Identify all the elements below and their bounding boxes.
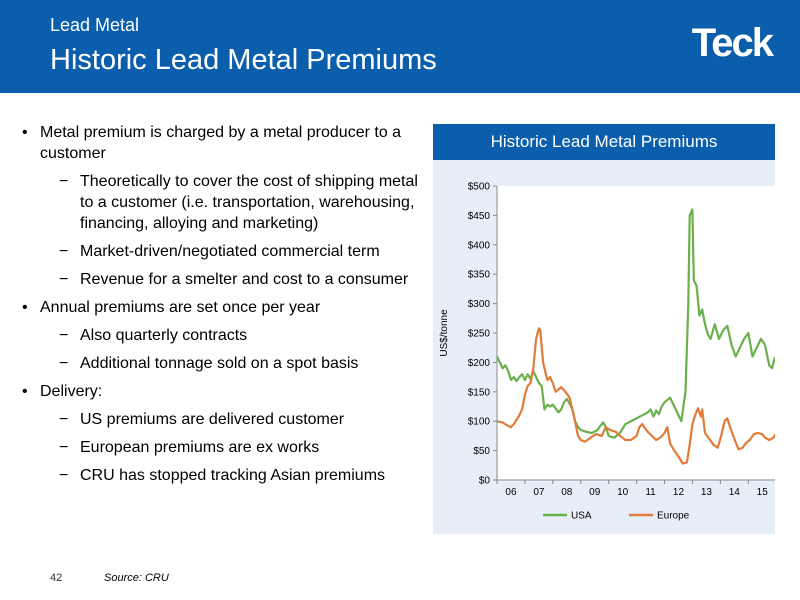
y-tick-label: $450 [468,211,491,222]
sub-bullet-item: Additional tonnage sold on a spot basis [22,353,422,374]
chart-title: Historic Lead Metal Premiums [490,132,718,151]
y-tick-label: $0 [479,476,491,487]
lead-premium-chart: $0 $50 $100 $150 $200 $250 $300 $350 $400 $450 $50… [439,182,775,522]
y-axis-label: US$/tonne [439,309,450,357]
x-tick-label: 11 [645,487,656,498]
sub-bullet-item: Revenue for a smelter and cost to a cons… [22,269,422,290]
sub-bullet-item: Theoretically to cover the cost of shipp… [22,171,422,234]
x-tick-label: 09 [589,487,601,498]
x-tick-label: 13 [701,487,713,498]
series-line-usa [496,208,775,439]
sub-bullet-item: European premiums are ex works [22,437,422,458]
page-number: 42 [50,572,63,584]
y-tick-label: $50 [473,446,490,457]
x-tick-label: 07 [533,487,545,498]
slide-title: Historic Lead Metal Premiums [50,44,437,76]
y-tick-label: $100 [468,417,491,428]
sub-bullet-item: CRU has stopped tracking Asian premiums [22,465,422,486]
bullet-list: Metal premium is charged by a metal prod… [22,122,422,493]
legend-label-europe: Europe [657,511,690,522]
sub-bullet-item: Market-driven/negotiated commercial term [22,241,422,262]
x-tick-label: 15 [757,487,769,498]
slide-header: Lead Metal Historic Lead Metal Premiums … [0,0,800,93]
bullet-item: Delivery: [22,381,422,402]
y-tick-label: $350 [468,270,491,281]
legend-label-usa: USA [571,511,592,522]
x-tick-label: 12 [673,487,685,498]
source-note: Source: CRU [104,572,169,584]
slide-subtitle: Lead Metal [50,15,140,35]
y-tick-label: $400 [468,240,491,251]
bullet-item: Metal premium is charged by a metal prod… [22,122,422,164]
y-tick-label: $300 [468,299,491,310]
x-tick-label: 06 [505,487,517,498]
bullet-item: Annual premiums are set once per year [22,297,422,318]
sub-bullet-item: Also quarterly contracts [22,325,422,346]
series-line-europe [496,327,775,465]
x-tick-label: 08 [561,487,573,498]
teck-logo: Teck [691,21,774,65]
y-tick-label: $200 [468,358,491,369]
chart-header-bar: Historic Lead Metal Premiums [433,124,775,160]
sub-bullet-item: US premiums are delivered customer [22,409,422,430]
y-tick-label: $500 [468,182,491,193]
y-tick-label: $250 [468,329,491,340]
x-tick-label: 14 [729,487,741,498]
x-tick-label: 10 [617,487,629,498]
y-tick-label: $150 [468,387,491,398]
